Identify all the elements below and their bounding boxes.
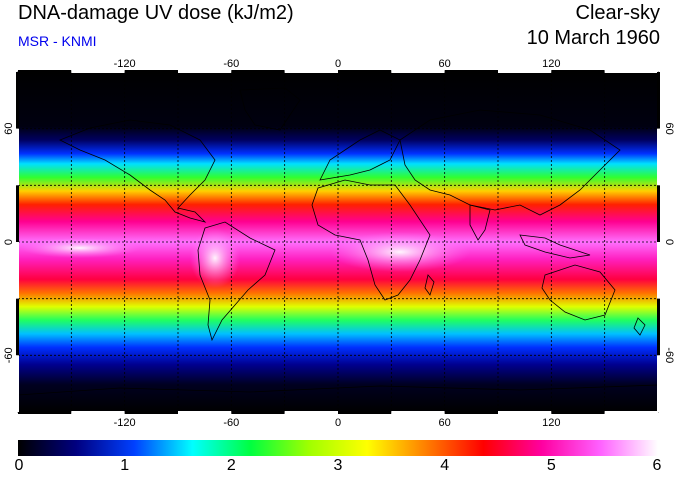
lon-tick-label: -60 <box>223 58 239 70</box>
frame-tick-bar <box>71 70 125 73</box>
frame-tick-bar <box>178 411 232 414</box>
hotspot-south-america <box>190 228 240 288</box>
frame-tick-bar <box>231 411 285 414</box>
date-label: 10 March 1960 <box>526 27 660 49</box>
lon-tick-label: 0 <box>335 58 341 70</box>
frame-tick-bar <box>657 185 660 242</box>
colorbar-label: 3 <box>333 457 343 474</box>
lat-tick-label: 60 <box>3 123 15 135</box>
frame-tick-bar <box>338 411 392 414</box>
frame-ticks <box>16 70 660 414</box>
coast-india <box>469 204 491 241</box>
frame-tick-bar <box>71 411 125 414</box>
coast-australia <box>541 264 616 321</box>
lon-tick-label: -60 <box>223 417 239 429</box>
frame-tick-bar <box>604 411 658 414</box>
frame-tick-bar <box>284 70 338 73</box>
coast-asia <box>399 109 621 216</box>
lon-tick-label: 120 <box>542 417 560 429</box>
frame-tick-bar <box>16 185 19 242</box>
condition-label: Clear-sky <box>575 2 660 24</box>
coast-madagascar <box>424 274 435 296</box>
frame-tick-bar <box>657 242 660 299</box>
frame-tick-bar <box>551 70 605 73</box>
lon-tick-label: 120 <box>542 58 560 70</box>
page-title: DNA-damage UV dose (kJ/m2) <box>18 2 294 24</box>
frame-tick-bar <box>604 70 658 73</box>
gridlines <box>18 72 658 412</box>
lon-tick-label: 0 <box>335 417 341 429</box>
frame-tick-bar <box>391 411 445 414</box>
colorbar-label: 0 <box>14 457 24 474</box>
lat-tick-label: 0 <box>3 239 15 245</box>
lon-tick-label: -120 <box>114 58 136 70</box>
frame-tick-bar <box>551 411 605 414</box>
tick-labels: -120 -120 -60 -60 0 0 60 60 120 120 60 60 0 0 -60 -60 <box>3 58 675 429</box>
lat-tick-label: 60 <box>663 123 675 135</box>
coast-north-america <box>59 119 216 223</box>
frame-tick-bar <box>444 411 498 414</box>
frame-tick-bar <box>338 70 392 73</box>
source-label: MSR - KNMI <box>18 33 97 49</box>
frame-tick-bar <box>444 70 498 73</box>
colorbar <box>18 440 658 456</box>
frame-tick-bar <box>16 128 19 186</box>
frame-tick-bar <box>657 128 660 186</box>
colorbar-label: 1 <box>120 457 130 474</box>
frame-tick-bar <box>18 70 72 73</box>
frame-tick-bar <box>16 242 19 299</box>
frame-tick-bar <box>284 411 338 414</box>
frame-tick-bar <box>124 70 178 73</box>
frame-tick-bar <box>391 70 445 73</box>
coast-europe <box>319 129 401 181</box>
frame-tick-bar <box>657 355 660 412</box>
lon-tick-label: 60 <box>439 58 451 70</box>
frame-tick-bar <box>498 70 552 73</box>
colorbar-label: 6 <box>652 457 662 474</box>
frame-tick-bar <box>657 298 660 356</box>
colorbar-label: 4 <box>440 457 450 474</box>
colorbar-label: 2 <box>226 457 236 474</box>
frame-tick-bar <box>16 355 19 412</box>
frame-tick-bar <box>18 411 72 414</box>
lon-tick-label: 60 <box>439 417 451 429</box>
coast-antarctica <box>17 384 659 396</box>
lat-tick-label: -60 <box>3 347 15 363</box>
coast-south-america <box>197 221 276 342</box>
lat-tick-label: -60 <box>663 347 675 363</box>
colorbar-label: 5 <box>546 457 556 474</box>
coast-new-zealand <box>633 317 646 336</box>
coast-indonesia <box>519 234 591 259</box>
frame-tick-bar <box>16 72 19 129</box>
hotspot-pacific <box>20 238 140 258</box>
frame-tick-bar <box>657 72 660 129</box>
lon-tick-label: -120 <box>114 417 136 429</box>
frame-tick-bar <box>231 70 285 73</box>
lat-tick-label: 0 <box>663 239 675 245</box>
frame-tick-bar <box>498 411 552 414</box>
frame-tick-bar <box>178 70 232 73</box>
frame-tick-bar <box>16 298 19 356</box>
frame-tick-bar <box>124 411 178 414</box>
